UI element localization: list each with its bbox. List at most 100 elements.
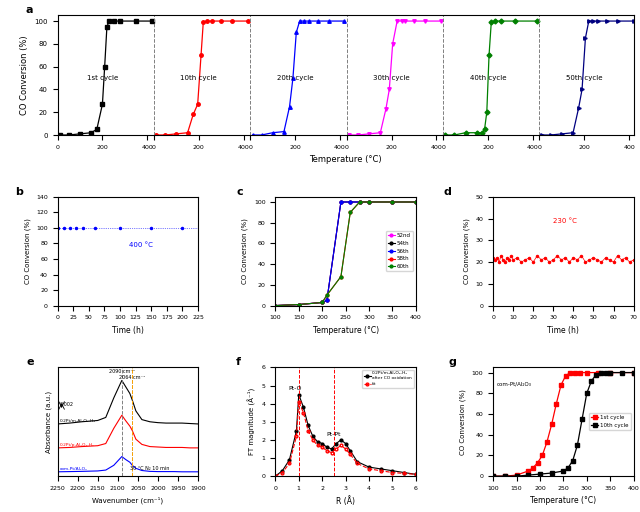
0.2Pt/m-Al₂O₃-H₂
after CO oxidation — [377, 466, 385, 472]
0.2Pt/m-Al₂O₃-H₂
after CO oxidation — [295, 392, 303, 398]
54th — [271, 303, 279, 309]
Text: com-Pt/Al₂O₃: com-Pt/Al₂O₃ — [497, 381, 532, 386]
Line: 1st cycle: 1st cycle — [492, 371, 636, 478]
Text: Pt-Pt: Pt-Pt — [326, 432, 341, 437]
fit — [323, 447, 331, 454]
10th cycle — [513, 473, 520, 479]
60th — [356, 199, 364, 205]
Line: 60th: 60th — [274, 201, 417, 307]
1st cycle — [534, 460, 541, 466]
58th — [271, 303, 279, 309]
fit — [292, 433, 300, 439]
52nd — [412, 199, 420, 205]
X-axis label: Temperature (°C): Temperature (°C) — [309, 155, 382, 164]
10th cycle — [618, 370, 626, 376]
10th cycle — [588, 378, 595, 384]
0.2Pt/m-Al₂O₃-H₂
after CO oxidation — [318, 440, 326, 446]
Y-axis label: FT magnitude (Å⁻¹): FT magnitude (Å⁻¹) — [248, 388, 256, 455]
fit — [309, 437, 317, 443]
Text: 230 °C: 230 °C — [554, 218, 577, 224]
Text: 400 °C: 400 °C — [129, 242, 153, 248]
0.2Pt/m-Al₂O₃-H₂
after CO oxidation — [304, 422, 312, 429]
10th cycle — [524, 472, 532, 478]
fit — [332, 446, 340, 452]
58th — [295, 302, 303, 308]
0.2Pt/m-Al₂O₃-H₂
after CO oxidation — [342, 440, 349, 446]
56th — [412, 199, 420, 205]
60th — [318, 300, 326, 306]
0.2Pt/m-Al₂O₃-H₂
after CO oxidation — [285, 457, 293, 463]
52nd — [365, 199, 373, 205]
54th — [356, 199, 364, 205]
52nd — [318, 300, 326, 306]
0.2Pt/m-Al₂O₃-H₂
after CO oxidation — [365, 464, 373, 470]
Y-axis label: Absorbance (a.u.): Absorbance (a.u.) — [45, 391, 52, 453]
54th — [365, 199, 373, 205]
58th — [388, 199, 396, 205]
0.2Pt/m-Al₂O₃-H₂
after CO oxidation — [271, 473, 279, 479]
fit — [300, 410, 307, 416]
52nd — [346, 199, 354, 205]
52nd — [388, 199, 396, 205]
Text: 30 °C N₂ 10 min: 30 °C N₂ 10 min — [130, 465, 170, 471]
0.2Pt/m-Al₂O₃-H₂
after CO oxidation — [412, 471, 420, 477]
10th cycle — [569, 458, 577, 464]
1st cycle — [557, 382, 565, 388]
Y-axis label: CO Conversion (%): CO Conversion (%) — [460, 389, 466, 455]
Text: 0.2Pt/p-Al₂O₃-H₂: 0.2Pt/p-Al₂O₃-H₂ — [60, 442, 94, 446]
Text: 10th cycle: 10th cycle — [180, 75, 217, 81]
1st cycle — [583, 370, 591, 376]
Line: 10th cycle: 10th cycle — [492, 371, 636, 478]
58th — [365, 199, 373, 205]
1st cycle — [501, 473, 509, 479]
1st cycle — [576, 370, 584, 376]
fit — [400, 471, 408, 477]
1st cycle — [538, 453, 546, 459]
Legend: 0.2Pt/m-Al₂O₃-H₂
after CO oxidation, fit: 0.2Pt/m-Al₂O₃-H₂ after CO oxidation, fit — [362, 370, 413, 388]
58th — [346, 209, 354, 216]
0.2Pt/m-Al₂O₃-H₂
after CO oxidation — [278, 467, 286, 474]
fit — [353, 460, 361, 466]
52nd — [323, 297, 331, 304]
60th — [346, 209, 354, 216]
0.2Pt/m-Al₂O₃-H₂
after CO oxidation — [346, 447, 354, 454]
10th cycle — [579, 416, 586, 422]
Line: 52nd: 52nd — [274, 201, 417, 307]
10th cycle — [501, 473, 509, 479]
fit — [342, 446, 349, 452]
0.2Pt/m-Al₂O₃-H₂
after CO oxidation — [400, 470, 408, 476]
Text: Pt-O: Pt-O — [289, 386, 302, 391]
56th — [388, 199, 396, 205]
54th — [346, 199, 354, 205]
fit — [278, 470, 286, 476]
1st cycle — [572, 370, 579, 376]
1st cycle — [529, 465, 537, 471]
52nd — [271, 303, 279, 309]
Line: 58th: 58th — [274, 201, 417, 307]
0.2Pt/m-Al₂O₃-H₂
after CO oxidation — [323, 444, 331, 450]
X-axis label: R (Å): R (Å) — [336, 497, 355, 506]
Text: a: a — [26, 5, 33, 15]
0.2Pt/m-Al₂O₃-H₂
after CO oxidation — [332, 440, 340, 446]
Text: d: d — [444, 187, 452, 197]
56th — [346, 199, 354, 205]
Line: fit: fit — [274, 400, 417, 478]
fit — [314, 442, 321, 449]
10th cycle — [559, 468, 567, 474]
Text: com-Pt/Al₂O₃: com-Pt/Al₂O₃ — [60, 466, 87, 471]
10th cycle — [583, 390, 591, 396]
60th — [271, 303, 279, 309]
0.2Pt/m-Al₂O₃-H₂
after CO oxidation — [314, 439, 321, 445]
0.2Pt/m-Al₂O₃-H₂
after CO oxidation — [300, 404, 307, 410]
Text: e: e — [27, 357, 34, 367]
58th — [356, 199, 364, 205]
54th — [412, 199, 420, 205]
1st cycle — [566, 370, 574, 376]
fit — [365, 466, 373, 472]
60th — [412, 199, 420, 205]
fit — [346, 452, 354, 458]
X-axis label: Temperature (°C): Temperature (°C) — [531, 497, 596, 505]
Text: 30th cycle: 30th cycle — [373, 75, 410, 81]
60th — [365, 199, 373, 205]
Text: g: g — [448, 357, 456, 367]
